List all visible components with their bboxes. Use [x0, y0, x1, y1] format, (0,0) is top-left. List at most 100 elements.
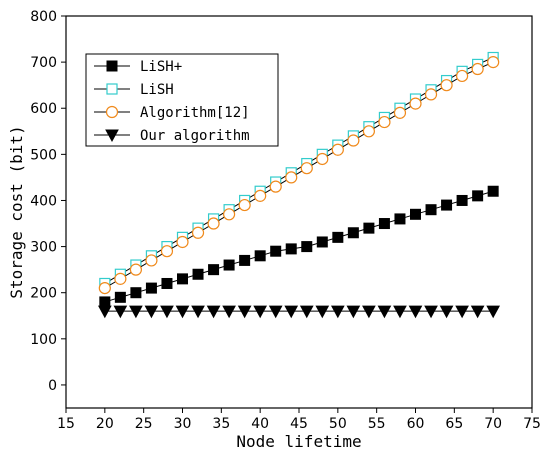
legend-marker — [105, 105, 119, 119]
legend-marker — [105, 129, 119, 143]
data-point — [393, 305, 407, 319]
x-tick-label: 35 — [212, 416, 230, 432]
axis-ticks: 15 20 25 30 35 40 45 50 55 60 65 70 75 0 100 200 300 400 5… — [30, 9, 541, 432]
data-point — [254, 250, 266, 262]
data-point — [456, 69, 469, 83]
data-point — [238, 198, 251, 212]
x-tick-label: 45 — [290, 416, 308, 432]
x-tick-label: 15 — [57, 416, 75, 432]
data-point — [208, 264, 220, 276]
data-point — [346, 305, 361, 319]
y-tick-label: 500 — [30, 147, 57, 163]
x-axis-label: Node lifetime — [236, 432, 361, 451]
x-tick-label: 60 — [407, 416, 425, 432]
data-point — [206, 305, 221, 319]
y-tick-label: 600 — [30, 101, 57, 117]
data-point — [441, 199, 453, 211]
y-tick-label: 200 — [30, 286, 57, 302]
data-point — [207, 217, 220, 230]
data-point — [222, 305, 236, 319]
x-tick-label: 75 — [523, 416, 541, 432]
data-point — [394, 213, 406, 225]
legend-item: Our algorithm — [94, 128, 250, 144]
data-point — [145, 254, 158, 267]
legend-label: Our algorithm — [140, 128, 250, 144]
data-point — [487, 56, 500, 69]
data-point — [486, 305, 501, 319]
data-point — [330, 305, 345, 319]
series-3 — [97, 305, 501, 319]
legend-item: LiSH — [94, 82, 174, 98]
data-point — [223, 208, 236, 221]
data-point — [425, 204, 437, 216]
data-point — [331, 143, 344, 156]
legend-item: Algorithm[12] — [94, 105, 250, 121]
y-tick-label: 800 — [30, 9, 57, 25]
series-2 — [98, 56, 500, 295]
data-point — [487, 185, 499, 197]
data-point — [424, 305, 438, 319]
data-point — [409, 97, 422, 110]
data-point — [410, 208, 421, 220]
data-point — [301, 241, 313, 253]
data-point — [269, 180, 282, 193]
x-tick-label: 20 — [96, 416, 114, 432]
data-point — [160, 245, 174, 258]
data-point — [237, 305, 252, 319]
y-tick-label: 400 — [30, 193, 57, 209]
data-point — [363, 222, 375, 234]
data-point — [439, 305, 454, 319]
plot-frame — [65, 15, 533, 409]
data-point — [191, 305, 205, 319]
series-0 — [99, 185, 499, 308]
data-point — [254, 189, 267, 202]
y-axis-label: Storage cost (bit) — [7, 125, 26, 298]
data-point — [114, 291, 126, 303]
legend: LiSH+ LiSH Algorithm[12] Our algorithm — [85, 53, 279, 147]
x-tick-label: 70 — [484, 416, 502, 432]
data-point — [114, 272, 127, 285]
data-point — [284, 305, 299, 319]
legend-label: Algorithm[12] — [140, 105, 250, 121]
data-point — [239, 254, 251, 266]
y-tick-label: 700 — [30, 55, 57, 71]
data-point — [347, 227, 359, 239]
x-tick-label: 40 — [251, 416, 269, 432]
data-point — [299, 305, 314, 319]
x-tick-label: 25 — [135, 416, 153, 432]
data-point — [99, 296, 111, 308]
data-point — [177, 273, 188, 285]
data-point — [471, 62, 484, 76]
data-point — [315, 305, 330, 319]
data-point — [424, 88, 438, 101]
data-point — [362, 125, 375, 138]
data-point — [160, 305, 174, 319]
data-point — [316, 152, 329, 166]
data-point — [393, 106, 407, 119]
data-point — [130, 287, 142, 299]
data-point — [270, 245, 282, 257]
data-point — [440, 79, 453, 92]
data-point — [377, 305, 392, 319]
data-point — [223, 259, 235, 271]
legend-label: LiSH+ — [140, 59, 182, 75]
data-point — [161, 277, 173, 289]
data-point — [129, 263, 142, 276]
data-point — [408, 305, 423, 319]
x-tick-label: 55 — [368, 416, 386, 432]
y-tick-label: 100 — [30, 332, 57, 348]
data-point — [332, 231, 344, 243]
data-point — [316, 236, 328, 248]
data-point — [268, 305, 283, 319]
data-point — [285, 243, 297, 255]
data-point — [285, 171, 298, 184]
legend-marker — [106, 60, 118, 72]
data-point — [176, 235, 189, 249]
data-point — [456, 194, 468, 206]
data-point — [145, 282, 157, 294]
x-tick-label: 50 — [329, 416, 347, 432]
data-point — [300, 162, 313, 175]
data-point — [347, 134, 360, 147]
data-point — [378, 218, 390, 230]
